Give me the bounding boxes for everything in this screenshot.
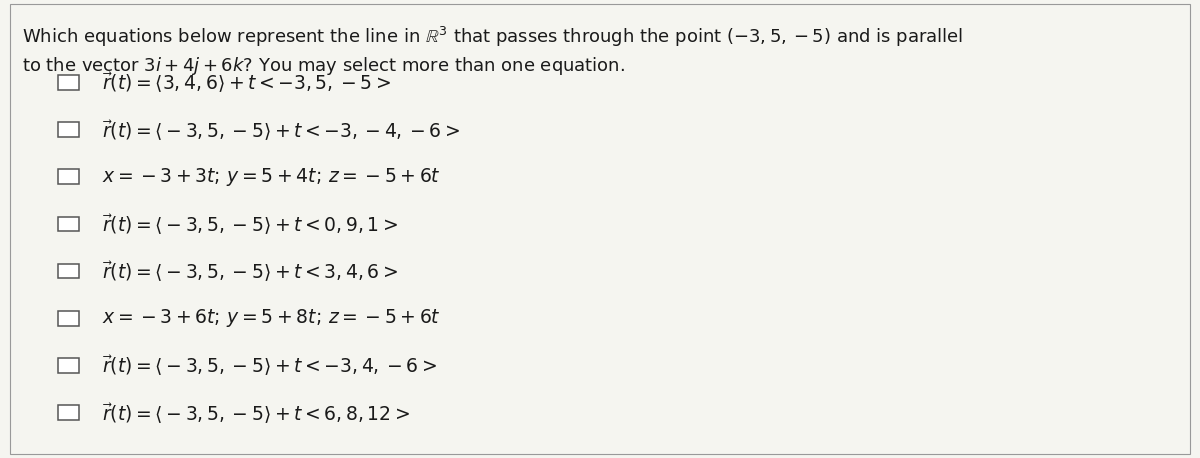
Text: $\vec{r}(t) = \langle -3, 5, -5 \rangle + t < -3, 4, -6 >$: $\vec{r}(t) = \langle -3, 5, -5 \rangle … [102,354,437,377]
Bar [58,122,79,137]
Text: to the vector $3i + 4j + 6k$? You may select more than one equation.: to the vector $3i + 4j + 6k$? You may se… [22,55,625,77]
Text: $\vec{r}(t) = \langle -3, 5, -5 \rangle + t < 0, 9, 1 >$: $\vec{r}(t) = \langle -3, 5, -5 \rangle … [102,212,398,236]
Bar [58,169,79,184]
Text: $\vec{r}(t) = \langle -3, 5, -5 \rangle + t < 6, 8, 12 >$: $\vec{r}(t) = \langle -3, 5, -5 \rangle … [102,401,410,425]
Text: $\vec{r}(t) = \langle -3, 5, -5 \rangle + t < 3, 4, 6 >$: $\vec{r}(t) = \langle -3, 5, -5 \rangle … [102,259,398,283]
Text: Which equations below represent the line in $\mathbb{R}^3$ that passes through t: Which equations below represent the line… [22,25,962,49]
Bar [58,75,79,90]
Bar [58,358,79,373]
Bar [58,217,79,231]
Text: $\vec{r}(t) = \langle -3, 5, -5 \rangle + t < -3, -4, -6 >$: $\vec{r}(t) = \langle -3, 5, -5 \rangle … [102,118,460,142]
Bar [58,405,79,420]
Text: $x = -3 + 3t;\, y = 5 + 4t;\, z = -5 + 6t$: $x = -3 + 3t;\, y = 5 + 4t;\, z = -5 + 6… [102,166,440,188]
Text: $\vec{r}(t) = \langle 3, 4, 6 \rangle + t < -3, 5, -5 >$: $\vec{r}(t) = \langle 3, 4, 6 \rangle + … [102,71,391,94]
Bar [58,311,79,326]
Text: $x = -3 + 6t;\, y = 5 + 8t;\, z = -5 + 6t$: $x = -3 + 6t;\, y = 5 + 8t;\, z = -5 + 6… [102,307,440,329]
Bar [58,264,79,278]
